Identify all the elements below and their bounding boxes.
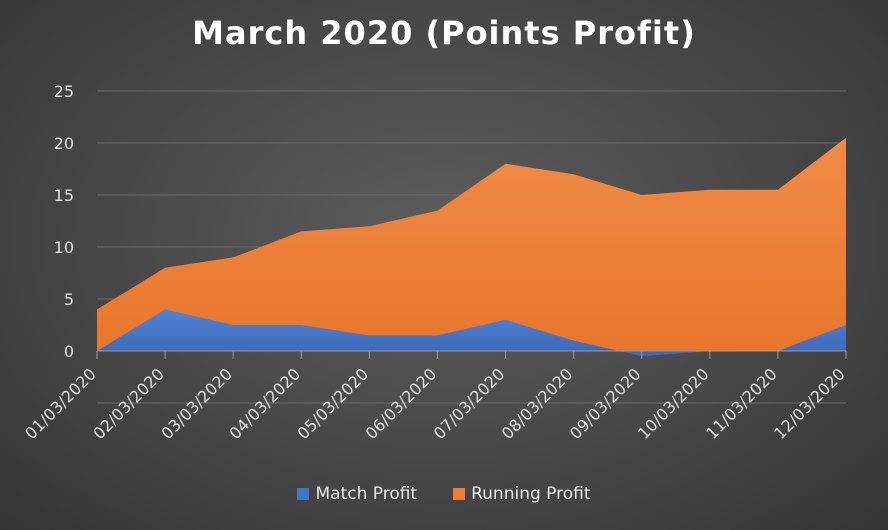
legend-swatch-running-profit <box>453 488 466 500</box>
x-tick-label: 09/03/2020 <box>566 364 645 443</box>
y-tick-label: 10 <box>54 238 74 257</box>
legend-label-running-profit: Running Profit <box>471 484 591 504</box>
x-tick-label: 12/03/2020 <box>770 364 849 443</box>
legend-item-match-profit: Match Profit <box>297 484 417 504</box>
x-tick-label: 10/03/2020 <box>634 364 713 443</box>
x-tick-label: 05/03/2020 <box>294 364 373 443</box>
series-area-running-profit <box>97 137 846 351</box>
x-tick-label: 11/03/2020 <box>702 364 781 443</box>
legend-item-running-profit: Running Profit <box>453 484 591 504</box>
series-area-match-profit <box>97 309 846 357</box>
y-tick-label: 20 <box>54 134 74 153</box>
x-tick-label: 07/03/2020 <box>430 364 509 443</box>
y-tick-label: 25 <box>54 82 74 101</box>
x-tick-label: 02/03/2020 <box>89 364 168 443</box>
legend-label-match-profit: Match Profit <box>315 484 418 504</box>
y-tick-label: 15 <box>54 186 74 205</box>
y-tick-label: 5 <box>64 290 74 309</box>
x-tick-label: 04/03/2020 <box>225 364 304 443</box>
y-tick-label: 0 <box>64 342 74 361</box>
legend-swatch-match-profit <box>297 488 310 500</box>
legend: Match Profit Running Profit <box>0 484 888 504</box>
chart-title: March 2020 (Points Profit) <box>192 14 696 52</box>
x-tick-label: 08/03/2020 <box>498 364 577 443</box>
x-tick-label: 01/03/2020 <box>21 364 100 443</box>
x-tick-label: 06/03/2020 <box>362 364 441 443</box>
x-tick-label: 03/03/2020 <box>157 364 236 443</box>
